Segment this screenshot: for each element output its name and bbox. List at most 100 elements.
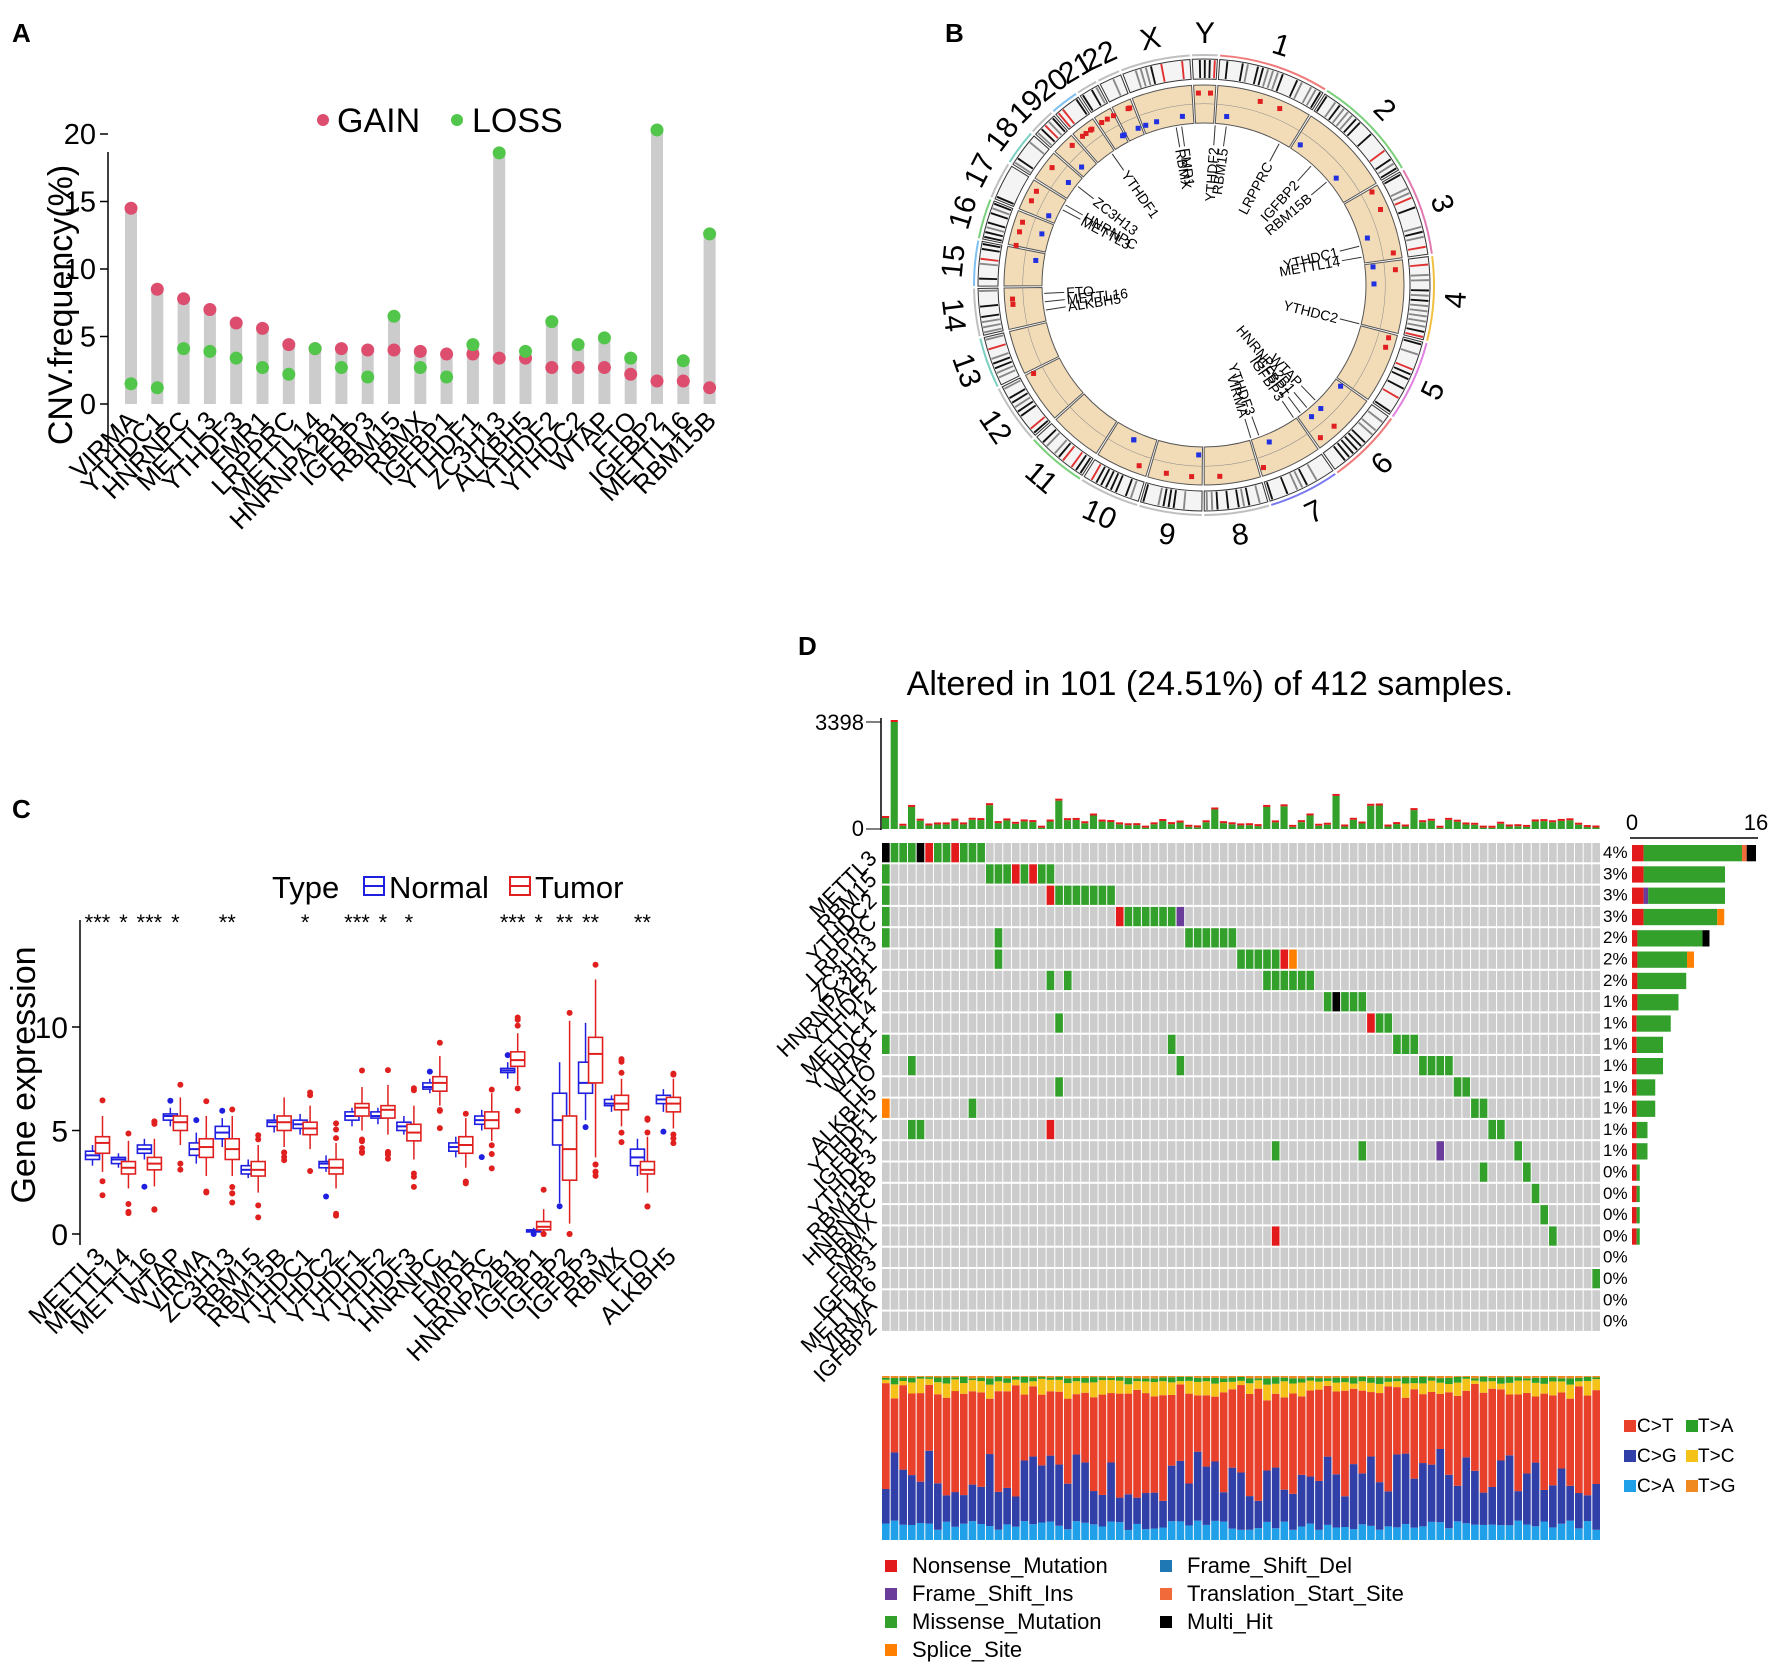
titv-cg-segment bbox=[1107, 1462, 1115, 1522]
mutation-cell bbox=[1185, 1141, 1193, 1161]
mutation-cell bbox=[1159, 970, 1167, 991]
mutation-cell bbox=[1549, 1290, 1557, 1310]
mutation-cell bbox=[1124, 1056, 1133, 1076]
titv-tg-segment bbox=[1141, 1376, 1150, 1379]
chromosome-ideogram bbox=[977, 287, 1004, 336]
mutation-cell bbox=[1089, 970, 1098, 991]
mutation-cell bbox=[1393, 885, 1401, 905]
titv-tg-segment bbox=[959, 1376, 968, 1377]
tumor-outlier bbox=[592, 1161, 599, 1168]
tumor-outlier bbox=[488, 1165, 495, 1172]
significance-label: *** bbox=[500, 910, 526, 935]
mutation-cell bbox=[1488, 970, 1497, 991]
mutation-cell bbox=[942, 1013, 951, 1033]
mutation-cell bbox=[1358, 1077, 1367, 1097]
mutation-cell bbox=[1462, 928, 1471, 948]
titv-tg-segment bbox=[1497, 1376, 1505, 1378]
mutation-cell bbox=[1488, 843, 1497, 863]
mutation-cell bbox=[1211, 928, 1219, 948]
gain-dot bbox=[334, 342, 348, 356]
mutation-cell bbox=[1219, 970, 1228, 991]
titv-cg-segment bbox=[1185, 1483, 1193, 1526]
titv-tc-segment bbox=[1237, 1380, 1245, 1386]
cnv-track-midline bbox=[1379, 262, 1386, 330]
mutation-cell bbox=[1488, 1205, 1497, 1225]
titv-ta-segment bbox=[1063, 1378, 1072, 1384]
tumor-outlier bbox=[203, 1098, 210, 1105]
mutation-cell bbox=[1228, 1183, 1237, 1204]
mutation-cell bbox=[1193, 1311, 1202, 1331]
ideogram-band bbox=[1374, 400, 1391, 413]
mutation-cell bbox=[1254, 1226, 1263, 1246]
mutation-cell bbox=[1020, 1269, 1029, 1289]
titv-ta-segment bbox=[1384, 1378, 1393, 1382]
mutation-cell bbox=[1575, 1077, 1583, 1097]
tumor-outlier bbox=[151, 1206, 158, 1213]
mutation-cell bbox=[1306, 1056, 1315, 1076]
mutation-cell bbox=[1549, 1013, 1557, 1033]
titv-ct-segment bbox=[899, 1385, 907, 1470]
mutation-cell bbox=[1566, 906, 1575, 927]
mutation-cell bbox=[1471, 906, 1479, 927]
mutation-cell bbox=[1211, 1098, 1219, 1118]
tmb-bar-nonsense bbox=[1263, 804, 1271, 807]
mutation-cell bbox=[1037, 864, 1046, 884]
frame-ins-legend-swatch bbox=[885, 1588, 897, 1600]
mutation-cell bbox=[977, 1226, 985, 1246]
mutation-cell bbox=[1583, 1034, 1592, 1054]
mutation-cell bbox=[1592, 906, 1600, 927]
mutation-cell bbox=[1462, 1034, 1471, 1054]
mutation-cell bbox=[1453, 1034, 1462, 1054]
mutation-cell bbox=[933, 1205, 942, 1225]
mutation-cell bbox=[882, 1183, 890, 1204]
mutation-cell bbox=[1514, 970, 1523, 991]
mutation-cell bbox=[1254, 970, 1263, 991]
mutation-cell bbox=[1453, 864, 1462, 884]
mutation-cell bbox=[1003, 1162, 1011, 1182]
mutation-cell bbox=[1202, 864, 1211, 884]
chromosome-label: 4 bbox=[1439, 291, 1473, 310]
titv-cg-segment bbox=[1393, 1454, 1401, 1528]
mutation-cell bbox=[1401, 1311, 1410, 1331]
mutation-cell bbox=[1167, 1098, 1176, 1118]
mutation-cell bbox=[882, 1141, 890, 1161]
mutation-cell bbox=[1349, 1141, 1358, 1161]
mutation-cell bbox=[1124, 1034, 1133, 1054]
tumor-outlier bbox=[333, 1120, 340, 1127]
mutation-cell bbox=[1185, 906, 1193, 927]
tmb-bar-nonsense bbox=[1089, 813, 1098, 816]
mutation-cell bbox=[1401, 843, 1410, 863]
cnv-mark bbox=[1309, 414, 1315, 420]
mutation-cell bbox=[1271, 949, 1280, 969]
mutation-cell bbox=[1566, 949, 1575, 969]
mutation-cell bbox=[1245, 1183, 1254, 1204]
mutation-cell bbox=[1219, 1269, 1228, 1289]
mutation-cell bbox=[899, 949, 907, 969]
mutation-cell bbox=[1557, 1183, 1566, 1204]
tmb-bar bbox=[1271, 822, 1279, 829]
mutation-cell bbox=[933, 949, 942, 969]
tumor-outlier bbox=[333, 1135, 340, 1142]
tumor-outlier bbox=[410, 1087, 417, 1094]
titv-cg-segment bbox=[1323, 1456, 1332, 1525]
mutation-cell bbox=[1193, 1119, 1202, 1140]
gene-label: FMR1 bbox=[1177, 147, 1198, 187]
tmb-bar bbox=[1341, 826, 1349, 829]
ideogram-band bbox=[993, 202, 1012, 212]
mutation-cell bbox=[1271, 1269, 1280, 1289]
mutation-cell bbox=[1540, 1205, 1549, 1225]
mutation-cell bbox=[1124, 1119, 1133, 1140]
mutation-cell bbox=[1055, 1034, 1063, 1054]
mutation-cell bbox=[899, 1034, 907, 1054]
titv-cg-segment bbox=[1575, 1493, 1583, 1529]
mutation-cell bbox=[1011, 949, 1020, 969]
mutation-cell bbox=[1436, 1205, 1445, 1225]
mutation-cell bbox=[1081, 1077, 1089, 1097]
mutation-cell bbox=[1341, 1311, 1349, 1331]
titv-ta-segment bbox=[1549, 1377, 1557, 1382]
mutation-cell bbox=[1055, 1269, 1063, 1289]
cnv-stem bbox=[388, 316, 400, 404]
side-bar-multi bbox=[1702, 930, 1710, 947]
titv-tc-segment bbox=[1297, 1382, 1306, 1397]
mutation-cell bbox=[1315, 1098, 1323, 1118]
